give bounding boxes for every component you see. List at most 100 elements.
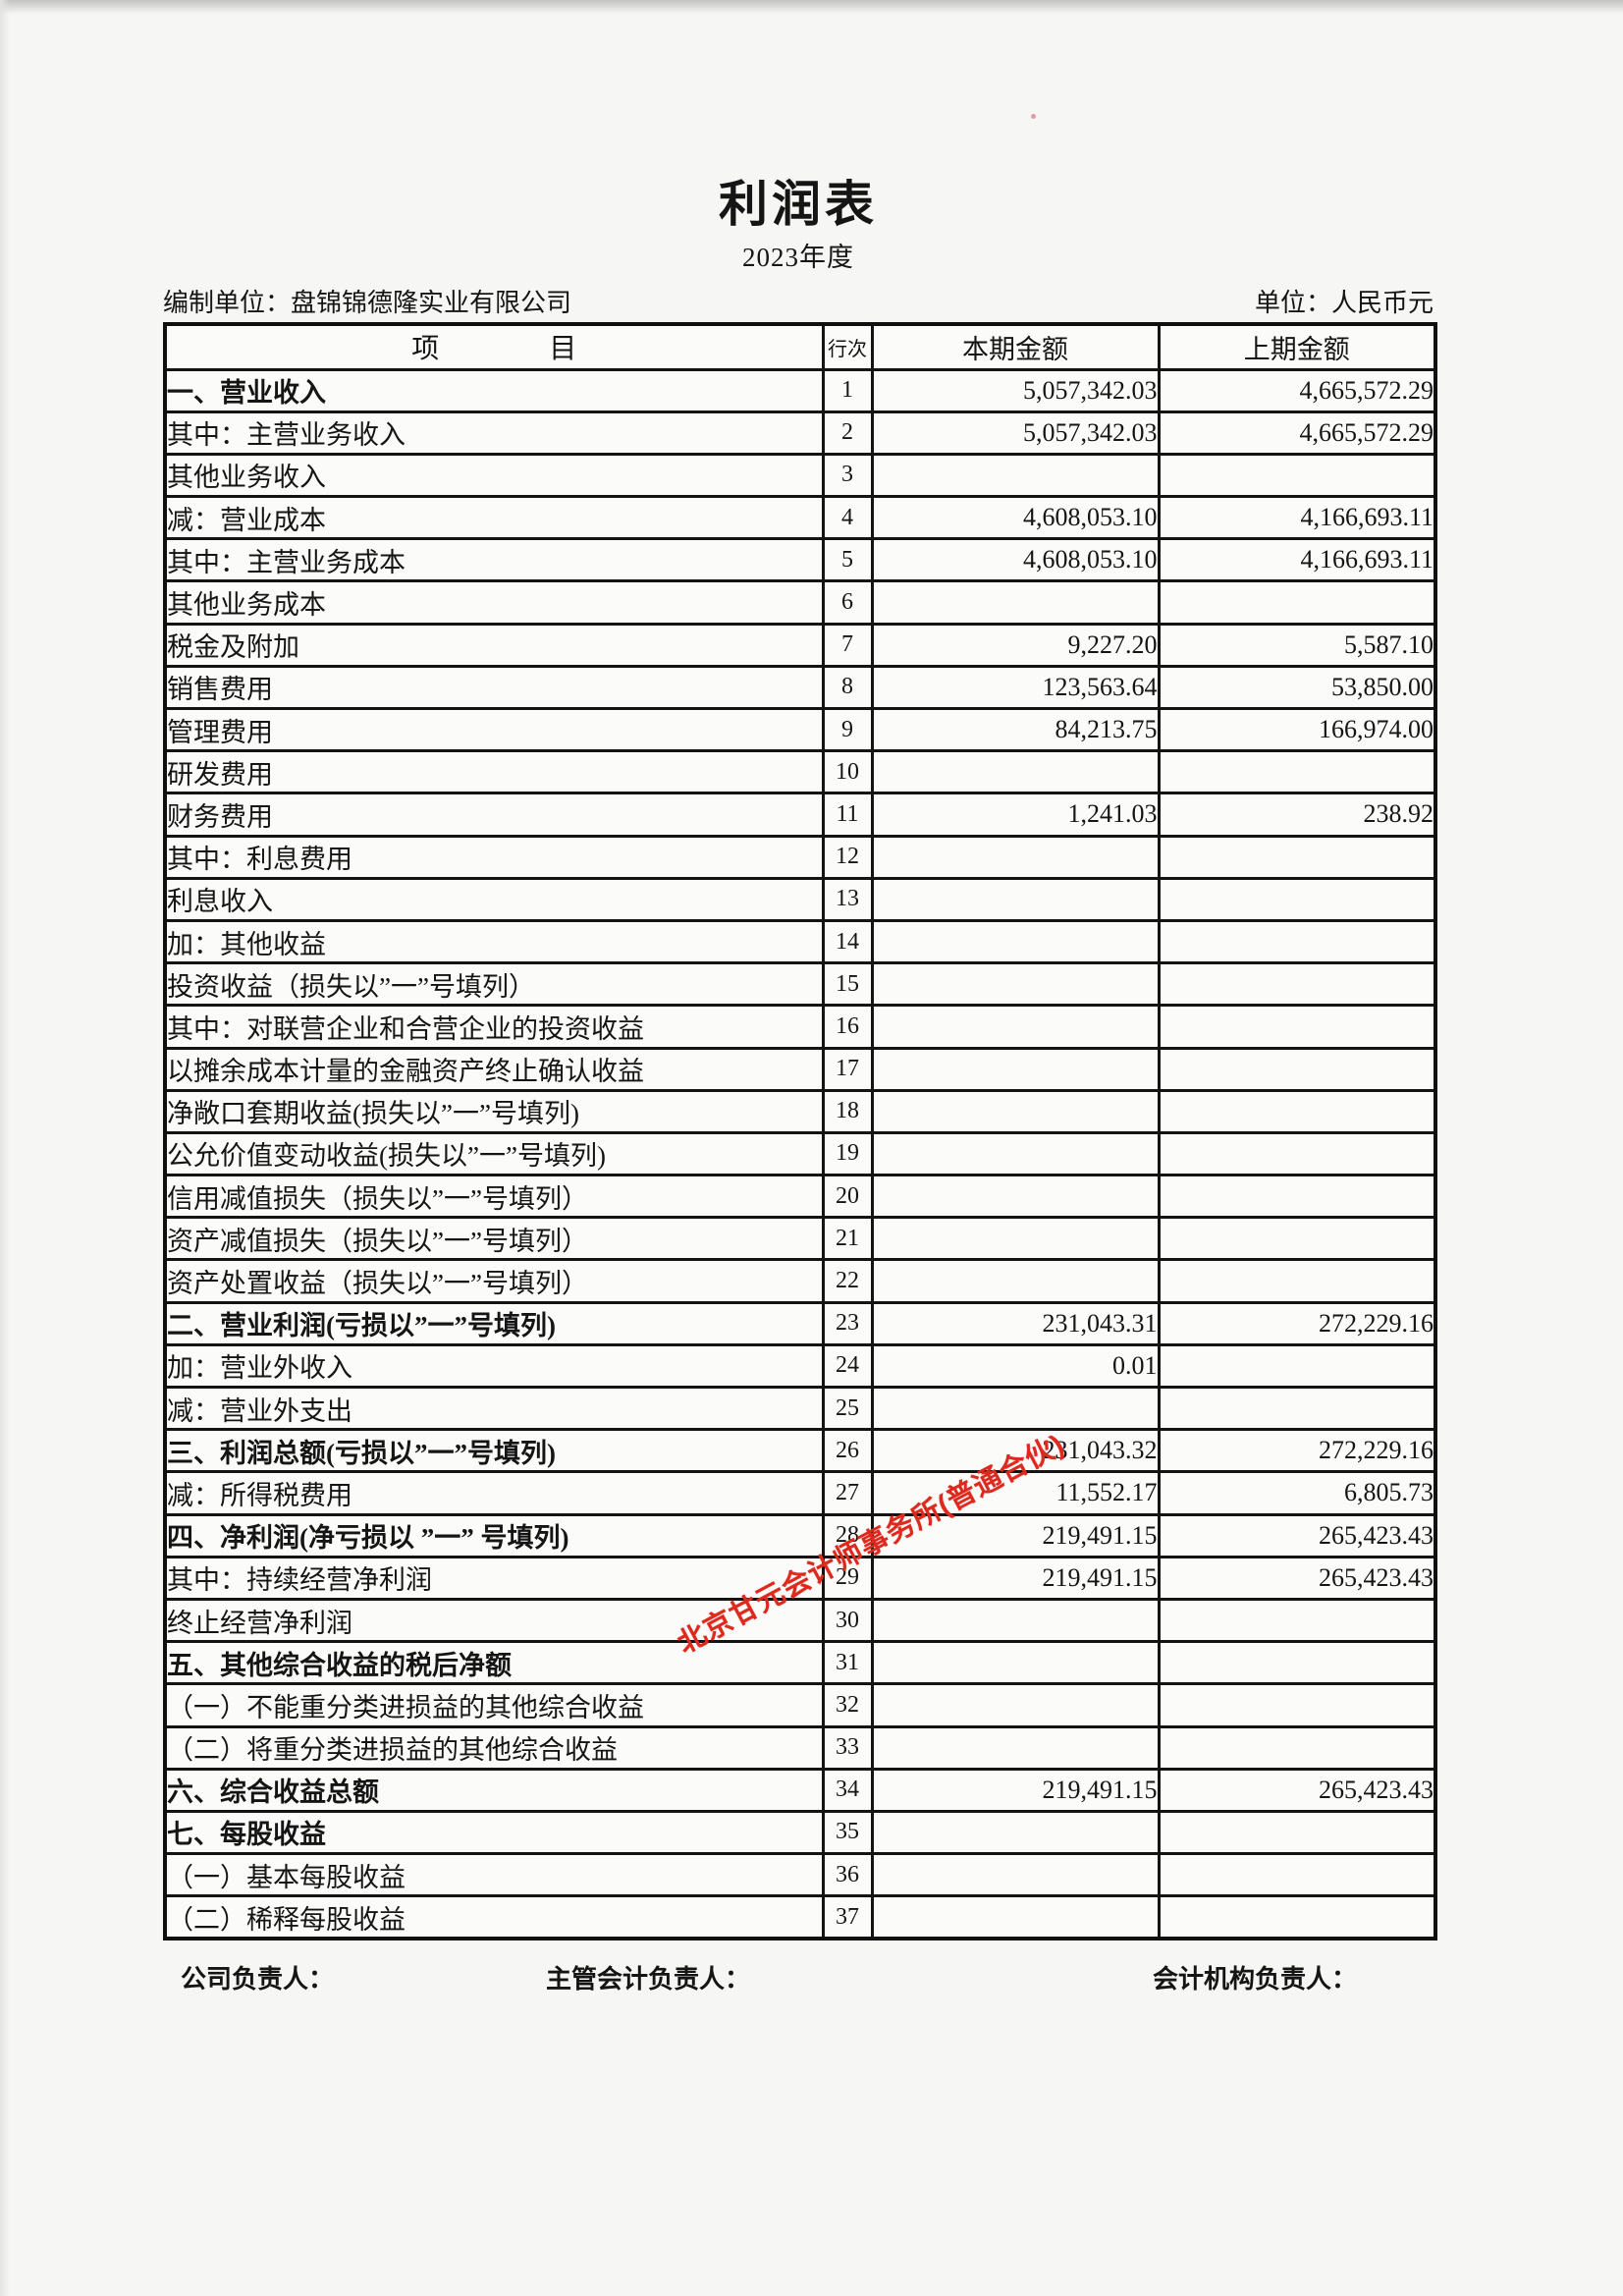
prior-amount-cell: 265,423.43 <box>1157 1512 1437 1558</box>
line-no-cell: 34 <box>821 1767 874 1813</box>
current-amount-cell <box>870 1130 1161 1177</box>
item-cell: 净敞口套期收益(损失以”一”号填列) <box>163 1088 825 1134</box>
current-amount-cell <box>870 1385 1161 1432</box>
prior-amount-cell <box>1157 1640 1437 1686</box>
page-title: 利润表 <box>719 177 878 232</box>
column-header-item: 项 目 <box>163 322 825 371</box>
table-row: 税金及附加 7 9,227.20 5,587.10 <box>163 622 1437 668</box>
scan-red-speck <box>1031 114 1036 119</box>
current-amount-cell <box>870 579 1161 626</box>
prior-amount-cell <box>1157 1004 1437 1050</box>
item-cell: 信用减值损失（损失以”一”号填列） <box>163 1174 825 1220</box>
item-cell: （一）基本每股收益 <box>163 1852 825 1898</box>
line-no-cell: 9 <box>821 706 874 753</box>
current-amount-cell <box>870 1597 1161 1644</box>
item-cell: 其中：利息费用 <box>163 834 825 880</box>
line-no-cell: 32 <box>821 1682 874 1728</box>
current-amount-cell <box>870 1216 1161 1262</box>
current-amount-cell <box>870 1809 1161 1856</box>
line-no-cell: 13 <box>821 876 874 922</box>
table-row: 三、利润总额(亏损以”一”号填列) 26 231,043.32 272,229.16 <box>163 1428 1437 1474</box>
item-cell: 五、其他综合收益的税后净额 <box>163 1640 825 1686</box>
current-amount-cell <box>870 1640 1161 1686</box>
line-no-cell: 6 <box>821 579 874 626</box>
line-no-cell: 27 <box>821 1470 874 1516</box>
prior-amount-cell <box>1157 1342 1437 1390</box>
prior-amount-cell <box>1157 1809 1437 1856</box>
item-cell: 减：所得税费用 <box>163 1470 825 1516</box>
table-header-row: 项 目 行次 本期金额 上期金额 <box>163 322 1437 371</box>
line-no-cell: 35 <box>821 1809 874 1856</box>
prior-amount-cell <box>1157 749 1437 795</box>
table-row: 财务费用 11 1,241.03 238.92 <box>163 792 1437 838</box>
item-cell: 以摊余成本计量的金融资产终止确认收益 <box>163 1046 825 1092</box>
current-amount-cell: 123,563.64 <box>870 664 1161 711</box>
prior-amount-cell: 53,850.00 <box>1157 664 1437 711</box>
income-statement-table: 项 目 行次 本期金额 上期金额 一、营业收入 1 5,057,342.03 4,66… <box>163 322 1437 1941</box>
current-amount-cell <box>870 834 1161 880</box>
prior-amount-cell <box>1157 1174 1437 1220</box>
line-no-cell: 33 <box>821 1724 874 1771</box>
line-no-cell: 17 <box>821 1046 874 1092</box>
item-cell: 其中：主营业务收入 <box>163 410 825 456</box>
current-amount-cell: 219,491.15 <box>870 1512 1161 1558</box>
line-no-cell: 23 <box>821 1300 874 1346</box>
accounting-dept-head-label: 会计机构负责人： <box>1153 1965 1358 1994</box>
table-row: 以摊余成本计量的金融资产终止确认收益 17 <box>163 1046 1437 1092</box>
table-row: 其中：对联营企业和合营企业的投资收益 16 <box>163 1004 1437 1050</box>
item-cell: （一）不能重分类进损益的其他综合收益 <box>163 1682 825 1728</box>
prior-amount-cell <box>1157 1724 1437 1771</box>
prior-amount-cell: 272,229.16 <box>1157 1428 1437 1474</box>
item-cell: 终止经营净利润 <box>163 1597 825 1644</box>
prior-amount-cell <box>1157 1852 1437 1898</box>
table-row: 七、每股收益 35 <box>163 1809 1437 1856</box>
table-row: 销售费用 8 123,563.64 53,850.00 <box>163 664 1437 711</box>
item-cell: 其他业务成本 <box>163 579 825 626</box>
prior-amount-cell: 4,166,693.11 <box>1157 537 1437 583</box>
prior-amount-cell <box>1157 834 1437 880</box>
table-row: 减：所得税费用 27 11,552.17 6,805.73 <box>163 1470 1437 1516</box>
table-row: 管理费用 9 84,213.75 166,974.00 <box>163 706 1437 753</box>
current-amount-cell <box>870 876 1161 922</box>
table-row: 加：营业外收入 24 0.01 <box>163 1342 1437 1390</box>
line-no-cell: 19 <box>821 1130 874 1177</box>
table-row: （二）稀释每股收益 37 <box>163 1894 1437 1941</box>
item-cell: 六、综合收益总额 <box>163 1767 825 1813</box>
item-cell: 一、营业收入 <box>163 367 825 413</box>
item-cell: 加：其他收益 <box>163 918 825 965</box>
item-cell: 销售费用 <box>163 664 825 711</box>
item-cell: 财务费用 <box>163 792 825 838</box>
prior-amount-cell <box>1157 1597 1437 1644</box>
line-no-cell: 31 <box>821 1640 874 1686</box>
table-row: 六、综合收益总额 34 219,491.15 265,423.43 <box>163 1767 1437 1813</box>
item-cell: 其中：持续经营净利润 <box>163 1555 825 1601</box>
line-no-cell: 21 <box>821 1216 874 1262</box>
income-statement-body: 一、营业收入 1 5,057,342.03 4,665,572.29 其中：主营业务收入… <box>163 367 1437 1941</box>
line-no-cell: 20 <box>821 1174 874 1220</box>
table-row: 加：其他收益 14 <box>163 918 1437 965</box>
line-no-cell: 11 <box>821 792 874 838</box>
line-no-cell: 8 <box>821 664 874 711</box>
prior-amount-cell: 4,665,572.29 <box>1157 410 1437 456</box>
table-row: （一）不能重分类进损益的其他综合收益 32 <box>163 1682 1437 1728</box>
fiscal-year-subtitle: 2023年度 <box>742 243 854 272</box>
prior-amount-cell <box>1157 452 1437 499</box>
table-row: 信用减值损失（损失以”一”号填列） 20 <box>163 1174 1437 1220</box>
line-no-cell: 15 <box>821 961 874 1008</box>
line-no-cell: 5 <box>821 537 874 583</box>
item-cell: 加：营业外收入 <box>163 1342 825 1390</box>
table-row: 终止经营净利润 30 <box>163 1597 1437 1644</box>
line-no-cell: 3 <box>821 452 874 499</box>
current-amount-cell <box>870 1046 1161 1092</box>
line-no-cell: 10 <box>821 749 874 795</box>
current-amount-cell: 219,491.15 <box>870 1767 1161 1813</box>
line-no-cell: 24 <box>821 1342 874 1390</box>
prior-amount-cell <box>1157 1130 1437 1177</box>
line-no-cell: 22 <box>821 1258 874 1304</box>
current-amount-cell <box>870 1852 1161 1898</box>
column-header-current-amount: 本期金额 <box>870 322 1161 371</box>
item-cell: 资产减值损失（损失以”一”号填列） <box>163 1216 825 1262</box>
column-header-prior-amount: 上期金额 <box>1157 322 1437 371</box>
current-amount-cell <box>870 1682 1161 1728</box>
line-no-cell: 7 <box>821 622 874 668</box>
